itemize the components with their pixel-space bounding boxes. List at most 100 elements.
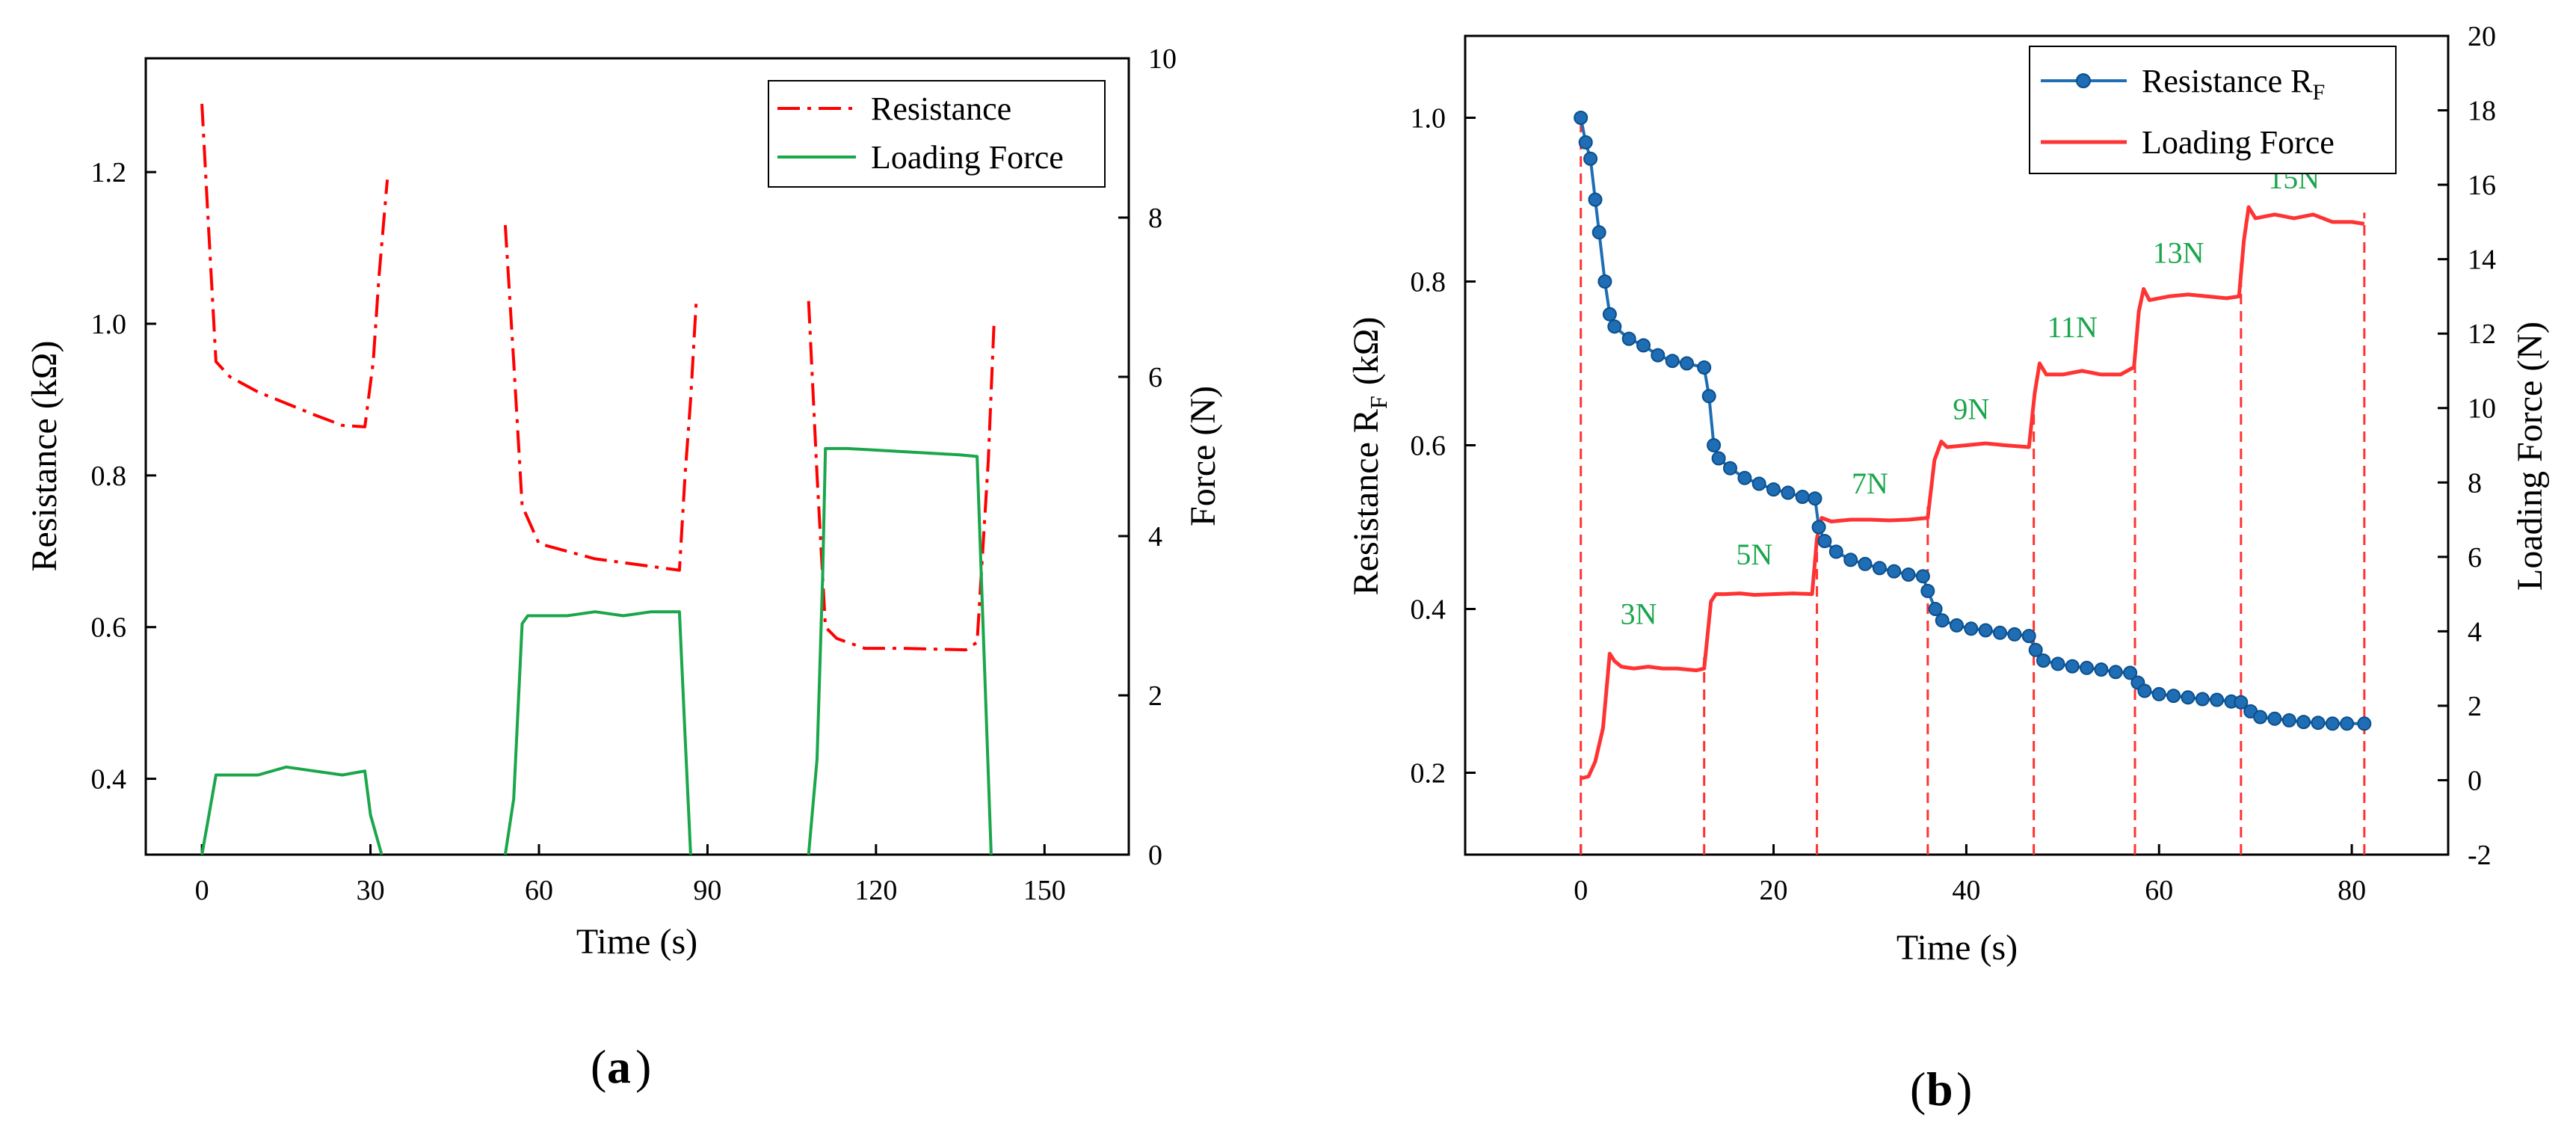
chart-b-y-tick-label: 0.6 [1411, 431, 1446, 462]
chart-b-y2label: Loading Force (N) [2510, 322, 2550, 591]
resistance-marker [2325, 716, 2340, 731]
chart-b-legend: Resistance RF Loading Force [2029, 46, 2397, 174]
resistance-marker [2094, 662, 2109, 677]
resistance-marker [2007, 627, 2022, 642]
resistance-marker [1751, 476, 1766, 491]
resistance-marker [1588, 192, 1603, 207]
resistance-marker [1828, 544, 1843, 559]
resistance-marker [1978, 623, 1993, 638]
chart-b-panel-letter: b [1926, 1062, 1953, 1116]
force-line-segment [807, 446, 993, 855]
chart-b-legend-resistance-sub: F [2313, 80, 2326, 105]
resistance-marker [2195, 692, 2210, 707]
resistance-marker [1935, 613, 1950, 628]
resistance-marker [2080, 660, 2094, 675]
resistance-marker [1915, 569, 1930, 584]
chart-a-y-tick-label: 0.8 [91, 461, 127, 492]
chart-b-x-tick-label: 80 [2338, 875, 2366, 906]
chart-a-y2-tick-label: 8 [1148, 203, 1162, 234]
resistance-marker [2036, 653, 2050, 668]
chart-b-ylabel-unit: (kΩ) [1346, 317, 1386, 386]
chart-a-x-ticks: 0 30 60 90 120 150 [195, 844, 1066, 906]
resistance-marker [1707, 438, 1722, 452]
resistance-marker [1701, 389, 1716, 404]
resistance-marker [1964, 621, 1979, 636]
resistance-marker [1651, 348, 1666, 363]
chart-a-y2-tick-label: 4 [1148, 521, 1162, 553]
force-annotation: 13N [2153, 236, 2204, 270]
chart-b-x-tick-label: 20 [1760, 875, 1788, 906]
chart-b-y2-tick-label: 0 [2468, 765, 2482, 796]
resistance-marker [1781, 485, 1796, 500]
resistance-marker [1697, 360, 1712, 375]
resistance-marker [1711, 451, 1726, 466]
chart-b-x-tick-label: 40 [1952, 875, 1980, 906]
resistance-marker [1887, 564, 1902, 579]
resistance-marker [1737, 470, 1752, 485]
chart-b-y-ticks: 0.2 0.4 0.6 0.8 1.0 [1411, 103, 1476, 790]
chart-b-ylabel-sub: F [1365, 396, 1392, 409]
resistance-marker [2281, 713, 2296, 728]
chart-a-x-tick-label: 60 [525, 875, 553, 906]
chart-a-legend-force: Loading Force [871, 139, 1064, 176]
chart-a: 0 30 60 90 120 150 0.4 0.6 0.8 1.0 1.2 0 2 4 6 8 10 Ti… [25, 43, 1223, 1093]
chart-b-step-markers [1580, 117, 2366, 855]
force-annotation: 5N [1736, 538, 1772, 571]
chart-a-legend: Resistance Loading Force [768, 80, 1106, 188]
resistance-marker [2137, 683, 2152, 698]
chart-a-panel-label: ( a ) [591, 1040, 651, 1093]
resistance-marker [2340, 716, 2355, 731]
resistance-marker [2267, 711, 2282, 726]
chart-b-y2-ticks: -2 0 2 4 6 8 10 12 14 16 18 20 [2438, 21, 2496, 871]
resistance-marker [2253, 710, 2268, 725]
resistance-marker [2123, 665, 2138, 680]
loading-force-line [1580, 205, 2365, 781]
resistance-marker [2166, 689, 2181, 704]
chart-b-y-tick-label: 0.8 [1411, 267, 1446, 298]
force-annotation: 11N [2047, 310, 2098, 344]
force-line-segment [200, 765, 383, 855]
chart-b-legend-marker-resistance [2076, 73, 2091, 88]
chart-a-x-tick-label: 0 [195, 875, 209, 906]
chart-a-x-tick-label: 90 [693, 875, 721, 906]
chart-b-panel-open-paren: ( [1910, 1062, 1926, 1116]
chart-b-xlabel: Time (s) [1896, 928, 2018, 968]
resistance-marker [2296, 715, 2311, 730]
resistance-marker [1993, 625, 2007, 640]
resistance-marker [2108, 665, 2123, 680]
resistance-marker [2311, 716, 2326, 731]
chart-a-y2-ticks: 0 2 4 6 8 10 [1118, 43, 1177, 871]
resistance-line-segment [807, 301, 996, 652]
chart-a-x-tick-label: 120 [854, 875, 897, 906]
chart-a-y2-tick-label: 0 [1148, 840, 1162, 871]
resistance-marker [1811, 520, 1826, 535]
chart-b: 0 20 40 60 80 0.2 0.4 0.6 0.8 1.0 -2 0 2 4 6 8 10 12 14 1… [1346, 21, 2550, 1116]
chart-a-legend-box [768, 80, 1106, 188]
chart-a-x-tick-label: 30 [357, 875, 385, 906]
chart-b-y2-tick-label: 6 [2468, 542, 2482, 573]
resistance-marker [2028, 642, 2043, 657]
resistance-marker [2234, 695, 2249, 710]
resistance-marker [1583, 151, 1598, 166]
resistance-marker [1578, 135, 1593, 150]
chart-a-x-tick-label: 150 [1023, 875, 1066, 906]
chart-b-ylabel-main: Resistance R [1346, 409, 1386, 595]
chart-b-series [1574, 111, 2372, 781]
resistance-marker [1723, 461, 1737, 476]
chart-a-y-tick-label: 1.2 [91, 157, 127, 188]
resistance-marker [1574, 111, 1589, 125]
resistance-marker [1843, 553, 1858, 568]
chart-b-y2-tick-label: 2 [2468, 691, 2482, 722]
chart-b-legend-resistance: Resistance RF [2142, 63, 2325, 105]
resistance-marker [1950, 618, 1964, 633]
resistance-marker [1636, 338, 1651, 353]
chart-b-y2-tick-label: 16 [2468, 170, 2496, 201]
resistance-marker [1591, 225, 1606, 240]
chart-a-y2-tick-label: 2 [1148, 680, 1162, 712]
chart-a-xlabel: Time (s) [576, 922, 697, 962]
resistance-marker [1766, 482, 1781, 497]
resistance-marker [1680, 356, 1694, 371]
chart-b-ylabel: Resistance RF (kΩ) [1346, 317, 1392, 596]
chart-b-y2-tick-label: -2 [2468, 840, 2492, 871]
